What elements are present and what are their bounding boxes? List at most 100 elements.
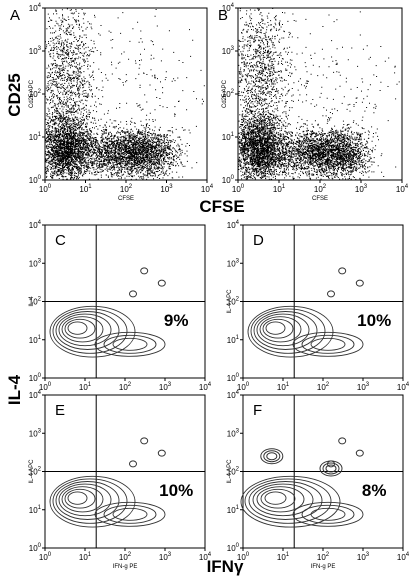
tick-base: 10: [237, 383, 246, 392]
x-label: CFSE: [199, 197, 244, 216]
contour: [247, 305, 334, 358]
tick-label: 102: [119, 382, 132, 392]
contour: [256, 486, 305, 513]
tick-label: 103: [159, 382, 172, 392]
tick-exp: 2: [236, 297, 240, 303]
contour: [322, 462, 340, 475]
tick-label: 103: [29, 258, 42, 268]
tick-exp: 1: [38, 132, 42, 138]
tick-base: 10: [227, 221, 236, 230]
axis-label: IFN-g PE: [113, 564, 138, 570]
contour: [301, 334, 355, 354]
percent-label: 9%: [164, 311, 189, 330]
tick-label: 104: [29, 390, 42, 400]
tick-exp: 3: [236, 258, 240, 264]
axis-label: Cd25 APC: [29, 79, 35, 108]
tick-label: 103: [222, 46, 235, 56]
contour: [49, 305, 136, 358]
tick-exp: 2: [326, 382, 330, 388]
tick-label: 103: [357, 552, 370, 562]
tick-exp: 0: [38, 175, 42, 181]
tick-exp: 3: [364, 184, 368, 190]
contour: [58, 483, 112, 517]
tick-exp: 4: [210, 184, 214, 190]
tick-base: 10: [397, 553, 406, 562]
tick-label: 100: [222, 175, 235, 185]
contour: [319, 460, 343, 477]
tick-exp: 2: [38, 89, 42, 95]
tick-label: 104: [199, 382, 212, 392]
tick-exp: 2: [236, 467, 240, 473]
contour: [260, 448, 284, 465]
tick-exp: 4: [38, 3, 42, 9]
tick-exp: 3: [168, 552, 172, 558]
contour: [67, 491, 88, 505]
contour: [259, 316, 302, 343]
contour: [103, 334, 157, 354]
contour: [67, 321, 88, 335]
tick-exp: 1: [231, 132, 235, 138]
contour: [58, 313, 112, 347]
tick-exp: 0: [38, 373, 42, 379]
contour: [244, 478, 332, 524]
tick-base: 10: [227, 391, 236, 400]
tick-base: 10: [29, 374, 38, 383]
tick-label: 104: [29, 3, 42, 13]
tick-base: 10: [39, 553, 48, 562]
tick-exp: 3: [38, 46, 42, 52]
tick-label: 100: [227, 543, 240, 553]
tick-label: 102: [29, 89, 42, 99]
tick-exp: 1: [88, 382, 92, 388]
axis-label: IL-4 APC: [227, 289, 233, 314]
tick-exp: 4: [208, 382, 212, 388]
contour: [263, 450, 281, 463]
tick-exp: 1: [38, 505, 42, 511]
tick-exp: 3: [38, 428, 42, 434]
panel-label: E: [55, 402, 65, 419]
tick-exp: 1: [88, 184, 92, 190]
contour: [262, 318, 294, 339]
tick-label: 104: [396, 184, 409, 194]
tick-base: 10: [227, 468, 236, 477]
tick-label: 101: [79, 552, 92, 562]
tick-exp: 4: [38, 220, 42, 226]
tick-exp: 0: [48, 184, 52, 190]
tick-base: 10: [160, 185, 169, 194]
contour: [327, 290, 335, 298]
contour: [252, 483, 314, 517]
tick-label: 102: [120, 184, 133, 194]
tick-label: 103: [160, 184, 173, 194]
tick-label: 103: [227, 258, 240, 268]
tick-base: 10: [222, 47, 231, 56]
tick-label: 104: [222, 3, 235, 13]
tick-label: 102: [222, 89, 235, 99]
tick-label: 103: [357, 382, 370, 392]
tick-base: 10: [39, 185, 48, 194]
tick-exp: 2: [326, 552, 330, 558]
tick-base: 10: [29, 298, 38, 307]
tick-label: 102: [227, 467, 240, 477]
contour: [129, 290, 137, 298]
tick-base: 10: [159, 383, 168, 392]
tick-base: 10: [227, 259, 236, 268]
tick-base: 10: [317, 553, 326, 562]
tick-label: 101: [29, 132, 42, 142]
contour: [338, 437, 347, 445]
tick-base: 10: [273, 185, 282, 194]
tick-label: 102: [29, 297, 42, 307]
tick-exp: 3: [236, 428, 240, 434]
tick-base: 10: [119, 553, 128, 562]
tick-label: 103: [227, 428, 240, 438]
tick-base: 10: [79, 383, 88, 392]
tick-label: 101: [79, 382, 92, 392]
tick-exp: 0: [38, 543, 42, 549]
tick-label: 102: [119, 552, 132, 562]
contour: [240, 475, 341, 528]
contour: [355, 279, 364, 287]
tick-label: 103: [29, 428, 42, 438]
contour: [250, 308, 326, 354]
tick-base: 10: [29, 259, 38, 268]
contour: [61, 316, 104, 343]
tick-label: 101: [79, 184, 92, 194]
tick-label: 100: [39, 552, 52, 562]
